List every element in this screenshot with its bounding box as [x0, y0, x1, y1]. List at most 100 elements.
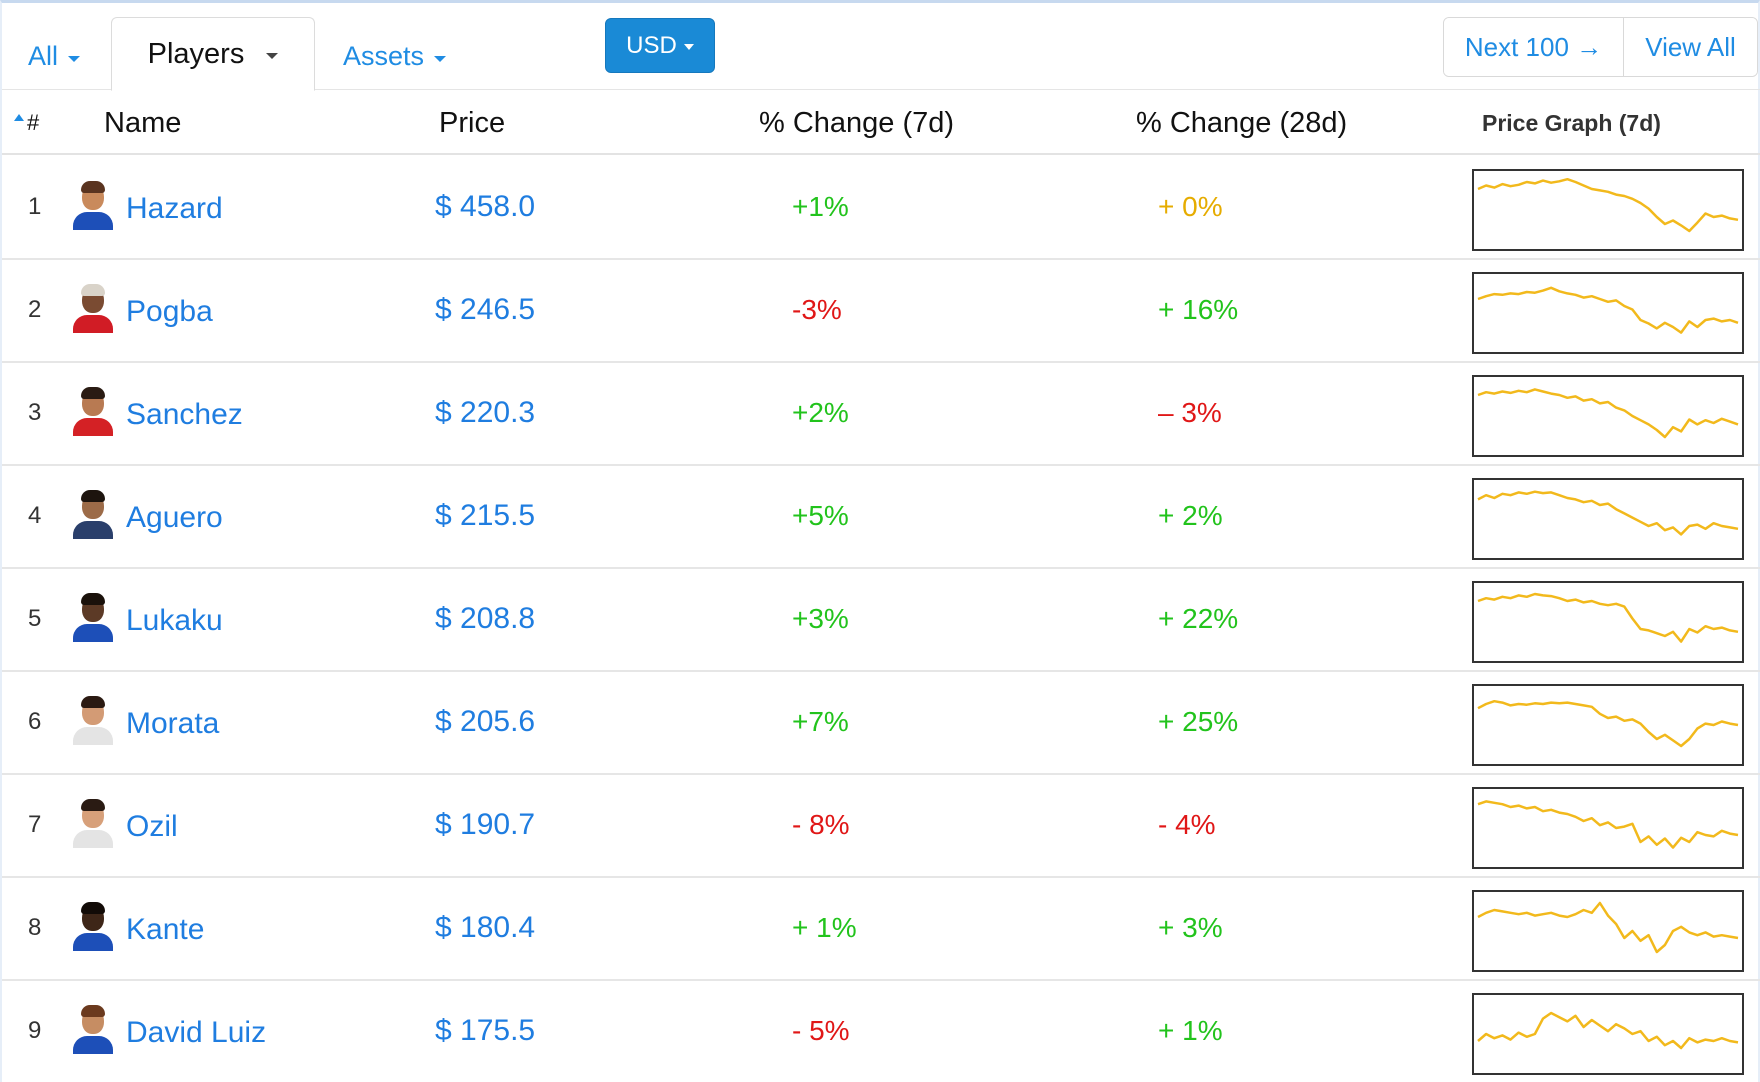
change-7d-value: +1%	[792, 191, 849, 222]
price-graph-sparkline[interactable]	[1472, 478, 1744, 560]
price-graph-sparkline[interactable]	[1472, 581, 1744, 663]
avatar-shirt	[73, 418, 113, 436]
change-7d-value: + 1%	[792, 912, 857, 943]
table-row[interactable]: 1 Hazard $ 458.0 +1% + 0%	[2, 156, 1760, 260]
avatar-shirt	[73, 521, 113, 539]
avatar-hair	[81, 387, 105, 399]
change-7d-value: +5%	[792, 500, 849, 531]
column-header-name[interactable]: Name	[104, 106, 182, 139]
price-graph-sparkline[interactable]	[1472, 375, 1744, 457]
player-name-link[interactable]: Sanchez	[126, 398, 243, 431]
row-rank: 2	[28, 296, 42, 323]
top-nav: All Players Assets USD Next 100 → View A…	[2, 3, 1760, 91]
avatar	[70, 592, 116, 644]
table-row[interactable]: 9 David Luiz $ 175.5 - 5% + 1%	[2, 980, 1760, 1082]
tab-all-label: All	[28, 41, 59, 71]
view-all-button[interactable]: View All	[1624, 18, 1757, 76]
sparkline-line	[1477, 490, 1739, 536]
avatar-hair	[81, 490, 105, 502]
currency-dropdown-button[interactable]: USD	[605, 18, 715, 73]
player-name-link[interactable]: Pogba	[126, 295, 213, 328]
sparkline-line	[1477, 286, 1739, 334]
sparkline-line	[1477, 388, 1739, 439]
sparkline-line	[1477, 592, 1739, 643]
table-row[interactable]: 6 Morata $ 205.6 +7% + 25%	[2, 671, 1760, 775]
pagination: Next 100 → View All	[1443, 17, 1758, 77]
tab-all[interactable]: All	[28, 23, 81, 90]
price-value: $ 208.8	[435, 602, 536, 635]
tab-assets[interactable]: Assets	[343, 23, 447, 90]
table-row[interactable]: 2 Pogba $ 246.5 -3% + 16%	[2, 259, 1760, 363]
chevron-down-icon	[68, 55, 81, 62]
sparkline-svg	[1477, 286, 1739, 334]
change-7d-value: +2%	[792, 397, 849, 428]
player-name-link[interactable]: Aguero	[126, 501, 223, 534]
change-28d-value: + 1%	[1158, 1015, 1223, 1046]
price-value: $ 215.5	[435, 499, 536, 532]
change-7d-value: - 5%	[792, 1015, 850, 1046]
row-rank: 5	[28, 605, 42, 632]
price-graph-sparkline[interactable]	[1472, 890, 1744, 972]
row-rank: 8	[28, 914, 42, 941]
avatar-hair	[81, 902, 105, 914]
column-header-rank-label: #	[27, 110, 40, 135]
currency-label: USD	[626, 31, 677, 59]
change-7d-value: -3%	[792, 294, 842, 325]
sort-ascending-icon	[14, 113, 24, 121]
sparkline-svg	[1477, 901, 1739, 954]
price-graph-sparkline[interactable]	[1472, 787, 1744, 869]
avatar-shirt	[73, 830, 113, 848]
sparkline-line	[1477, 800, 1739, 849]
price-graph-sparkline[interactable]	[1472, 272, 1744, 354]
price-value: $ 458.0	[435, 190, 536, 223]
next-100-button[interactable]: Next 100 →	[1444, 18, 1624, 76]
player-name-link[interactable]: Lukaku	[126, 604, 223, 637]
sparkline-line	[1477, 177, 1739, 233]
table-row[interactable]: 8 Kante $ 180.4 + 1% + 3%	[2, 877, 1760, 981]
price-graph-sparkline[interactable]	[1472, 684, 1744, 766]
column-header-change-28d[interactable]: % Change (28d)	[1136, 106, 1348, 139]
table-row[interactable]: 5 Lukaku $ 208.8 +3% + 22%	[2, 568, 1760, 672]
table-row[interactable]: 4 Aguero $ 215.5 +5% + 2%	[2, 465, 1760, 569]
column-header-price-graph: Price Graph (7d)	[1482, 109, 1661, 136]
avatar-shirt	[73, 727, 113, 745]
change-28d-value: + 25%	[1158, 706, 1239, 737]
player-name-link[interactable]: Kante	[126, 913, 205, 946]
table-row[interactable]: 7 Ozil $ 190.7 - 8% - 4%	[2, 774, 1760, 878]
change-7d-value: - 8%	[792, 809, 850, 840]
sparkline-line	[1477, 901, 1739, 954]
avatar-shirt	[73, 1036, 113, 1054]
avatar-hair	[81, 284, 105, 296]
avatar-hair	[81, 181, 105, 193]
change-28d-value: + 2%	[1158, 500, 1223, 531]
sparkline-svg	[1477, 388, 1739, 439]
price-value: $ 220.3	[435, 396, 536, 429]
change-7d-value: +3%	[792, 603, 849, 634]
player-name-link[interactable]: Ozil	[126, 810, 178, 843]
change-28d-value: + 0%	[1158, 191, 1223, 222]
change-28d-value: - 4%	[1158, 809, 1216, 840]
sparkline-svg	[1477, 490, 1739, 536]
chevron-down-icon	[434, 55, 447, 62]
sparkline-svg	[1477, 800, 1739, 849]
price-graph-sparkline[interactable]	[1472, 169, 1744, 251]
player-name-link[interactable]: Morata	[126, 707, 220, 740]
tab-assets-label: Assets	[343, 41, 425, 71]
table-row[interactable]: 3 Sanchez $ 220.3 +2% – 3%	[2, 362, 1760, 466]
column-header-price[interactable]: Price	[439, 106, 506, 139]
row-rank: 1	[28, 193, 42, 220]
player-name-link[interactable]: Hazard	[126, 192, 223, 225]
column-header-change-7d[interactable]: % Change (7d)	[759, 106, 955, 139]
avatar	[70, 901, 116, 953]
avatar-shirt	[73, 933, 113, 951]
avatar-shirt	[73, 315, 113, 333]
player-name-link[interactable]: David Luiz	[126, 1016, 267, 1049]
column-header-rank[interactable]: #	[14, 91, 39, 155]
tab-players[interactable]: Players	[111, 17, 315, 91]
price-graph-sparkline[interactable]	[1472, 993, 1744, 1075]
avatar-hair	[81, 799, 105, 811]
avatar	[70, 695, 116, 747]
change-7d-value: +7%	[792, 706, 849, 737]
avatar-shirt	[73, 212, 113, 230]
